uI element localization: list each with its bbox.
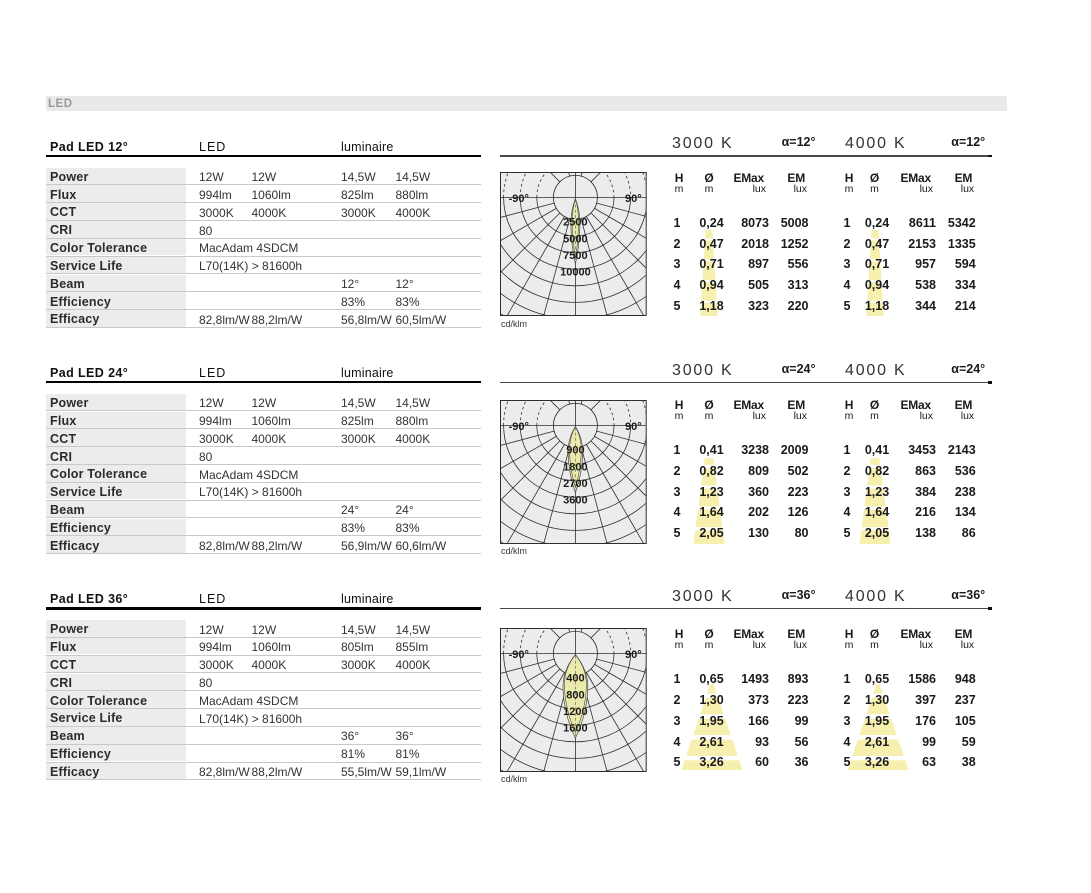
svg-text:5000: 5000 [563, 234, 587, 246]
svg-text:90°: 90° [625, 193, 642, 205]
svg-text:1600: 1600 [563, 722, 587, 734]
svg-text:90°: 90° [625, 420, 642, 432]
svg-text:1200: 1200 [563, 706, 587, 718]
svg-text:2700: 2700 [563, 477, 587, 489]
svg-text:10000: 10000 [560, 267, 591, 279]
svg-text:900: 900 [566, 444, 584, 456]
svg-text:400: 400 [566, 672, 584, 684]
svg-text:1800: 1800 [563, 461, 587, 473]
svg-text:90°: 90° [625, 649, 642, 661]
svg-text:-90°: -90° [509, 649, 529, 661]
svg-text:-90°: -90° [509, 420, 529, 432]
svg-text:3600: 3600 [563, 494, 587, 506]
svg-text:-90°: -90° [509, 193, 529, 205]
svg-text:800: 800 [566, 689, 584, 701]
svg-text:2500: 2500 [563, 217, 587, 229]
svg-text:7500: 7500 [563, 250, 587, 262]
